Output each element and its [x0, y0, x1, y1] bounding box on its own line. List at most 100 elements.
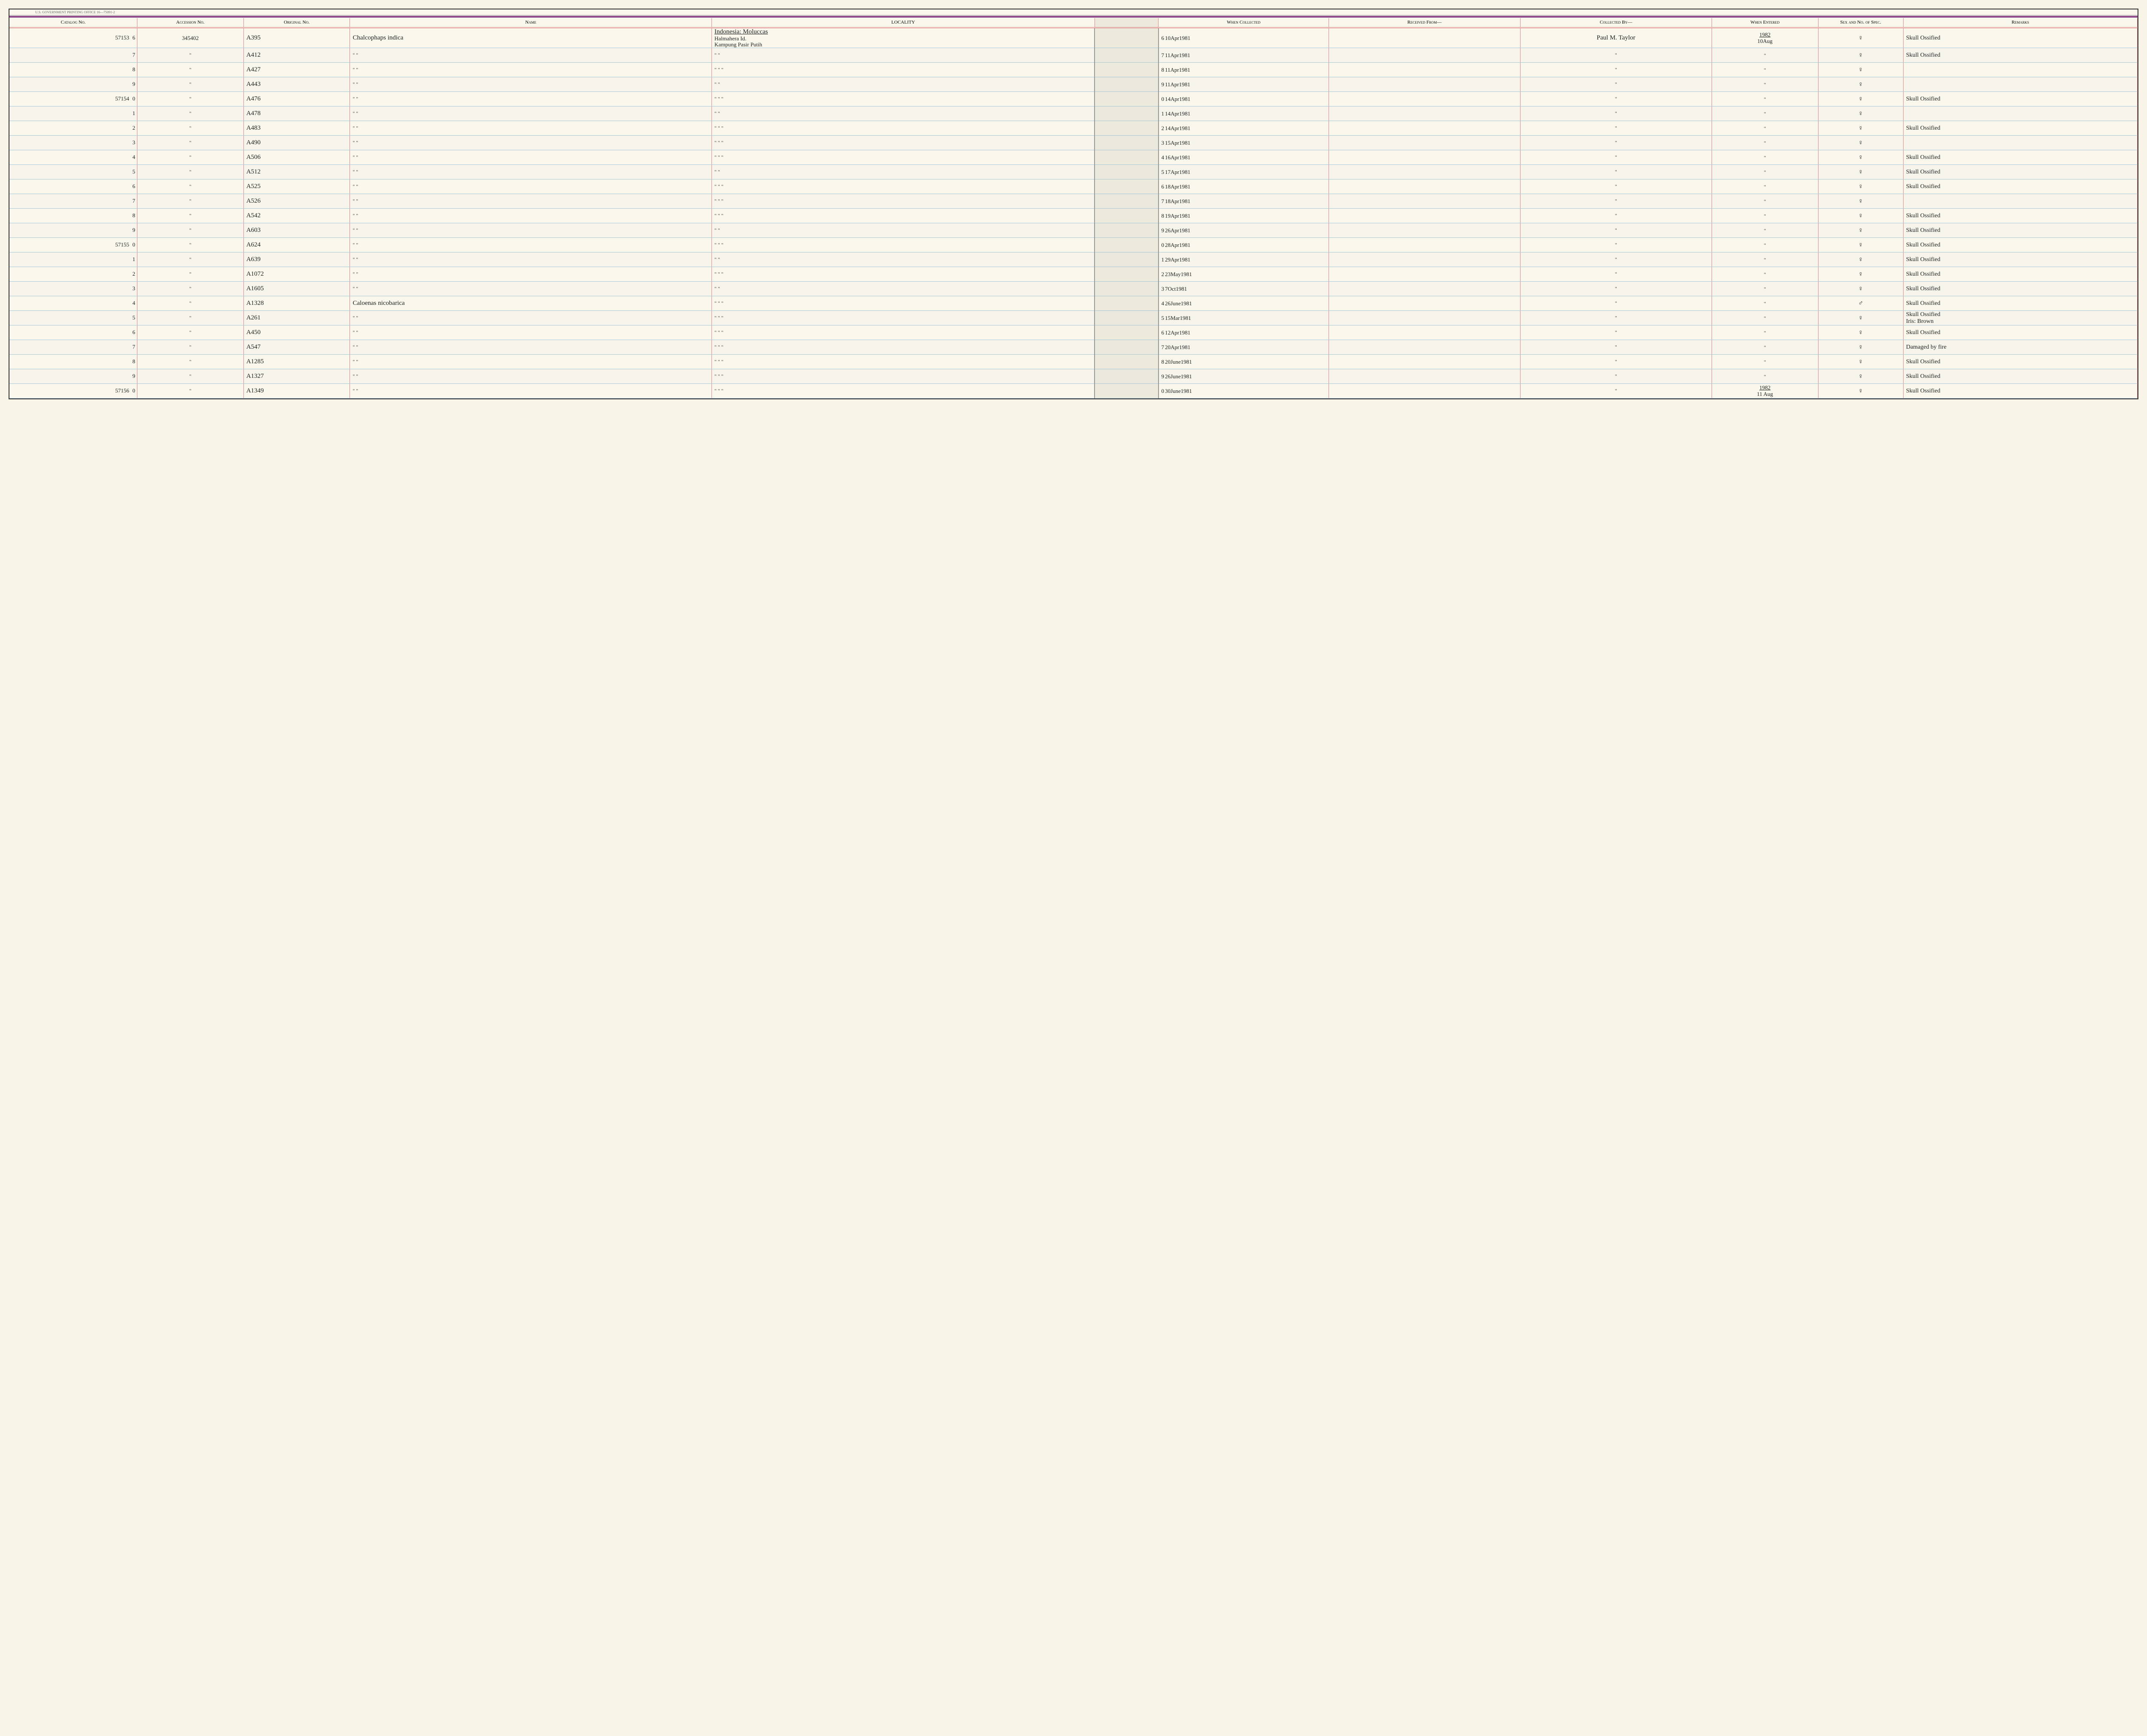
ledger-page: U.S. GOVERNMENT PRINTING OFFICE 16—75091… — [9, 9, 2138, 399]
remarks-cell: Skull Ossified — [1903, 296, 2137, 311]
table-row: 6"A450" "" " "612Apr1981""♀Skull Ossifie… — [9, 325, 2138, 340]
remarks-cell: Skull Ossified — [1903, 150, 2137, 165]
page-gutter — [1095, 223, 1159, 238]
collected-by-cell: " — [1520, 311, 1712, 325]
accession-cell: " — [137, 355, 243, 369]
received-from-cell — [1329, 238, 1520, 252]
collected-by-cell: " — [1520, 384, 1712, 398]
locality-cell: " " " — [712, 325, 1095, 340]
when-collected-cell: 819Apr1981 — [1159, 209, 1329, 223]
remarks-cell: Skull Ossified — [1903, 28, 2137, 48]
page-gutter — [1095, 267, 1159, 282]
page-gutter — [1095, 179, 1159, 194]
accession-cell: " — [137, 267, 243, 282]
locality-cell: " " — [712, 106, 1095, 121]
page-gutter — [1095, 209, 1159, 223]
original-no-cell: A261 — [243, 311, 350, 325]
when-collected-cell: 711Apr1981 — [1159, 48, 1329, 63]
when-entered-cell: " — [1712, 77, 1818, 92]
collected-by-cell: " — [1520, 223, 1712, 238]
catalog-cell: 2 — [9, 267, 137, 282]
accession-cell: " — [137, 121, 243, 136]
page-gutter — [1095, 165, 1159, 179]
catalog-cell: 5 — [9, 311, 137, 325]
sex-cell: ♀ — [1818, 223, 1903, 238]
locality-cell: " " " — [712, 121, 1095, 136]
sex-cell: ♀ — [1818, 63, 1903, 77]
received-from-cell — [1329, 355, 1520, 369]
received-from-cell — [1329, 48, 1520, 63]
original-no-cell: A624 — [243, 238, 350, 252]
when-entered-cell: " — [1712, 136, 1818, 150]
table-row: 1"A639" "" "129Apr1981""♀Skull Ossified — [9, 252, 2138, 267]
when-collected-cell: 610Apr1981 — [1159, 28, 1329, 48]
original-no-cell: A490 — [243, 136, 350, 150]
table-row: 7"A547" "" " "720Apr1981""♀Damaged by fi… — [9, 340, 2138, 355]
page-gutter — [1095, 252, 1159, 267]
name-cell: " " — [350, 238, 712, 252]
table-row: 5"A261" "" " "515Mar1981""♀Skull Ossifie… — [9, 311, 2138, 325]
received-from-cell — [1329, 282, 1520, 296]
original-no-cell: A506 — [243, 150, 350, 165]
when-entered-cell: " — [1712, 355, 1818, 369]
locality-cell: " " " — [712, 296, 1095, 311]
accession-cell: " — [137, 194, 243, 209]
remarks-cell — [1903, 63, 2137, 77]
imprint-line: U.S. GOVERNMENT PRINTING OFFICE 16—75091… — [9, 9, 2138, 15]
page-gutter — [1095, 311, 1159, 325]
name-cell: " " — [350, 282, 712, 296]
received-from-cell — [1329, 150, 1520, 165]
collected-by-cell: " — [1520, 325, 1712, 340]
when-collected-cell: 223May1981 — [1159, 267, 1329, 282]
table-row: 571550"A624" "" " "028Apr1981""♀Skull Os… — [9, 238, 2138, 252]
locality-cell: " " " — [712, 150, 1095, 165]
original-no-cell: A1328 — [243, 296, 350, 311]
accession-cell: " — [137, 136, 243, 150]
when-collected-cell: 820June1981 — [1159, 355, 1329, 369]
col-header-accession: Accession No. — [137, 18, 243, 28]
table-row: 5"A512" "" "517Apr1981""♀Skull Ossified — [9, 165, 2138, 179]
received-from-cell — [1329, 28, 1520, 48]
name-cell: " " — [350, 267, 712, 282]
catalog-cell: 9 — [9, 223, 137, 238]
collected-by-cell: " — [1520, 369, 1712, 384]
collected-by-cell: " — [1520, 77, 1712, 92]
page-gutter — [1095, 150, 1159, 165]
original-no-cell: A1605 — [243, 282, 350, 296]
when-entered-cell: " — [1712, 252, 1818, 267]
sex-cell: ♀ — [1818, 238, 1903, 252]
accession-cell: " — [137, 223, 243, 238]
locality-cell: " " " — [712, 92, 1095, 106]
table-row: 3"A1605" "" "37Oct1981""♀Skull Ossified — [9, 282, 2138, 296]
catalog-cell: 9 — [9, 77, 137, 92]
received-from-cell — [1329, 179, 1520, 194]
name-cell: " " — [350, 150, 712, 165]
accession-cell: " — [137, 165, 243, 179]
table-row: 8"A1285" "" " "820June1981""♀Skull Ossif… — [9, 355, 2138, 369]
sex-cell: ♀ — [1818, 48, 1903, 63]
when-collected-cell: 315Apr1981 — [1159, 136, 1329, 150]
page-gutter — [1095, 121, 1159, 136]
when-collected-cell: 028Apr1981 — [1159, 238, 1329, 252]
collected-by-cell: " — [1520, 106, 1712, 121]
table-row: 571536345402A395Chalcophaps indicaIndone… — [9, 28, 2138, 48]
locality-cell: " " " — [712, 194, 1095, 209]
name-cell: " " — [350, 325, 712, 340]
when-entered-cell: " — [1712, 325, 1818, 340]
sex-cell: ♀ — [1818, 282, 1903, 296]
when-collected-cell: 926Apr1981 — [1159, 223, 1329, 238]
collected-by-cell: " — [1520, 165, 1712, 179]
name-cell: " " — [350, 92, 712, 106]
locality-cell: " " " — [712, 209, 1095, 223]
name-cell: " " — [350, 194, 712, 209]
page-gutter — [1095, 92, 1159, 106]
sex-cell: ♂ — [1818, 296, 1903, 311]
collected-by-cell: " — [1520, 209, 1712, 223]
name-cell: " " — [350, 179, 712, 194]
page-gutter — [1095, 238, 1159, 252]
remarks-cell: Skull Ossified — [1903, 369, 2137, 384]
remarks-cell: Skull Ossified — [1903, 92, 2137, 106]
col-header-name: Name — [350, 18, 712, 28]
when-entered-cell: " — [1712, 296, 1818, 311]
catalog-cell: 4 — [9, 296, 137, 311]
